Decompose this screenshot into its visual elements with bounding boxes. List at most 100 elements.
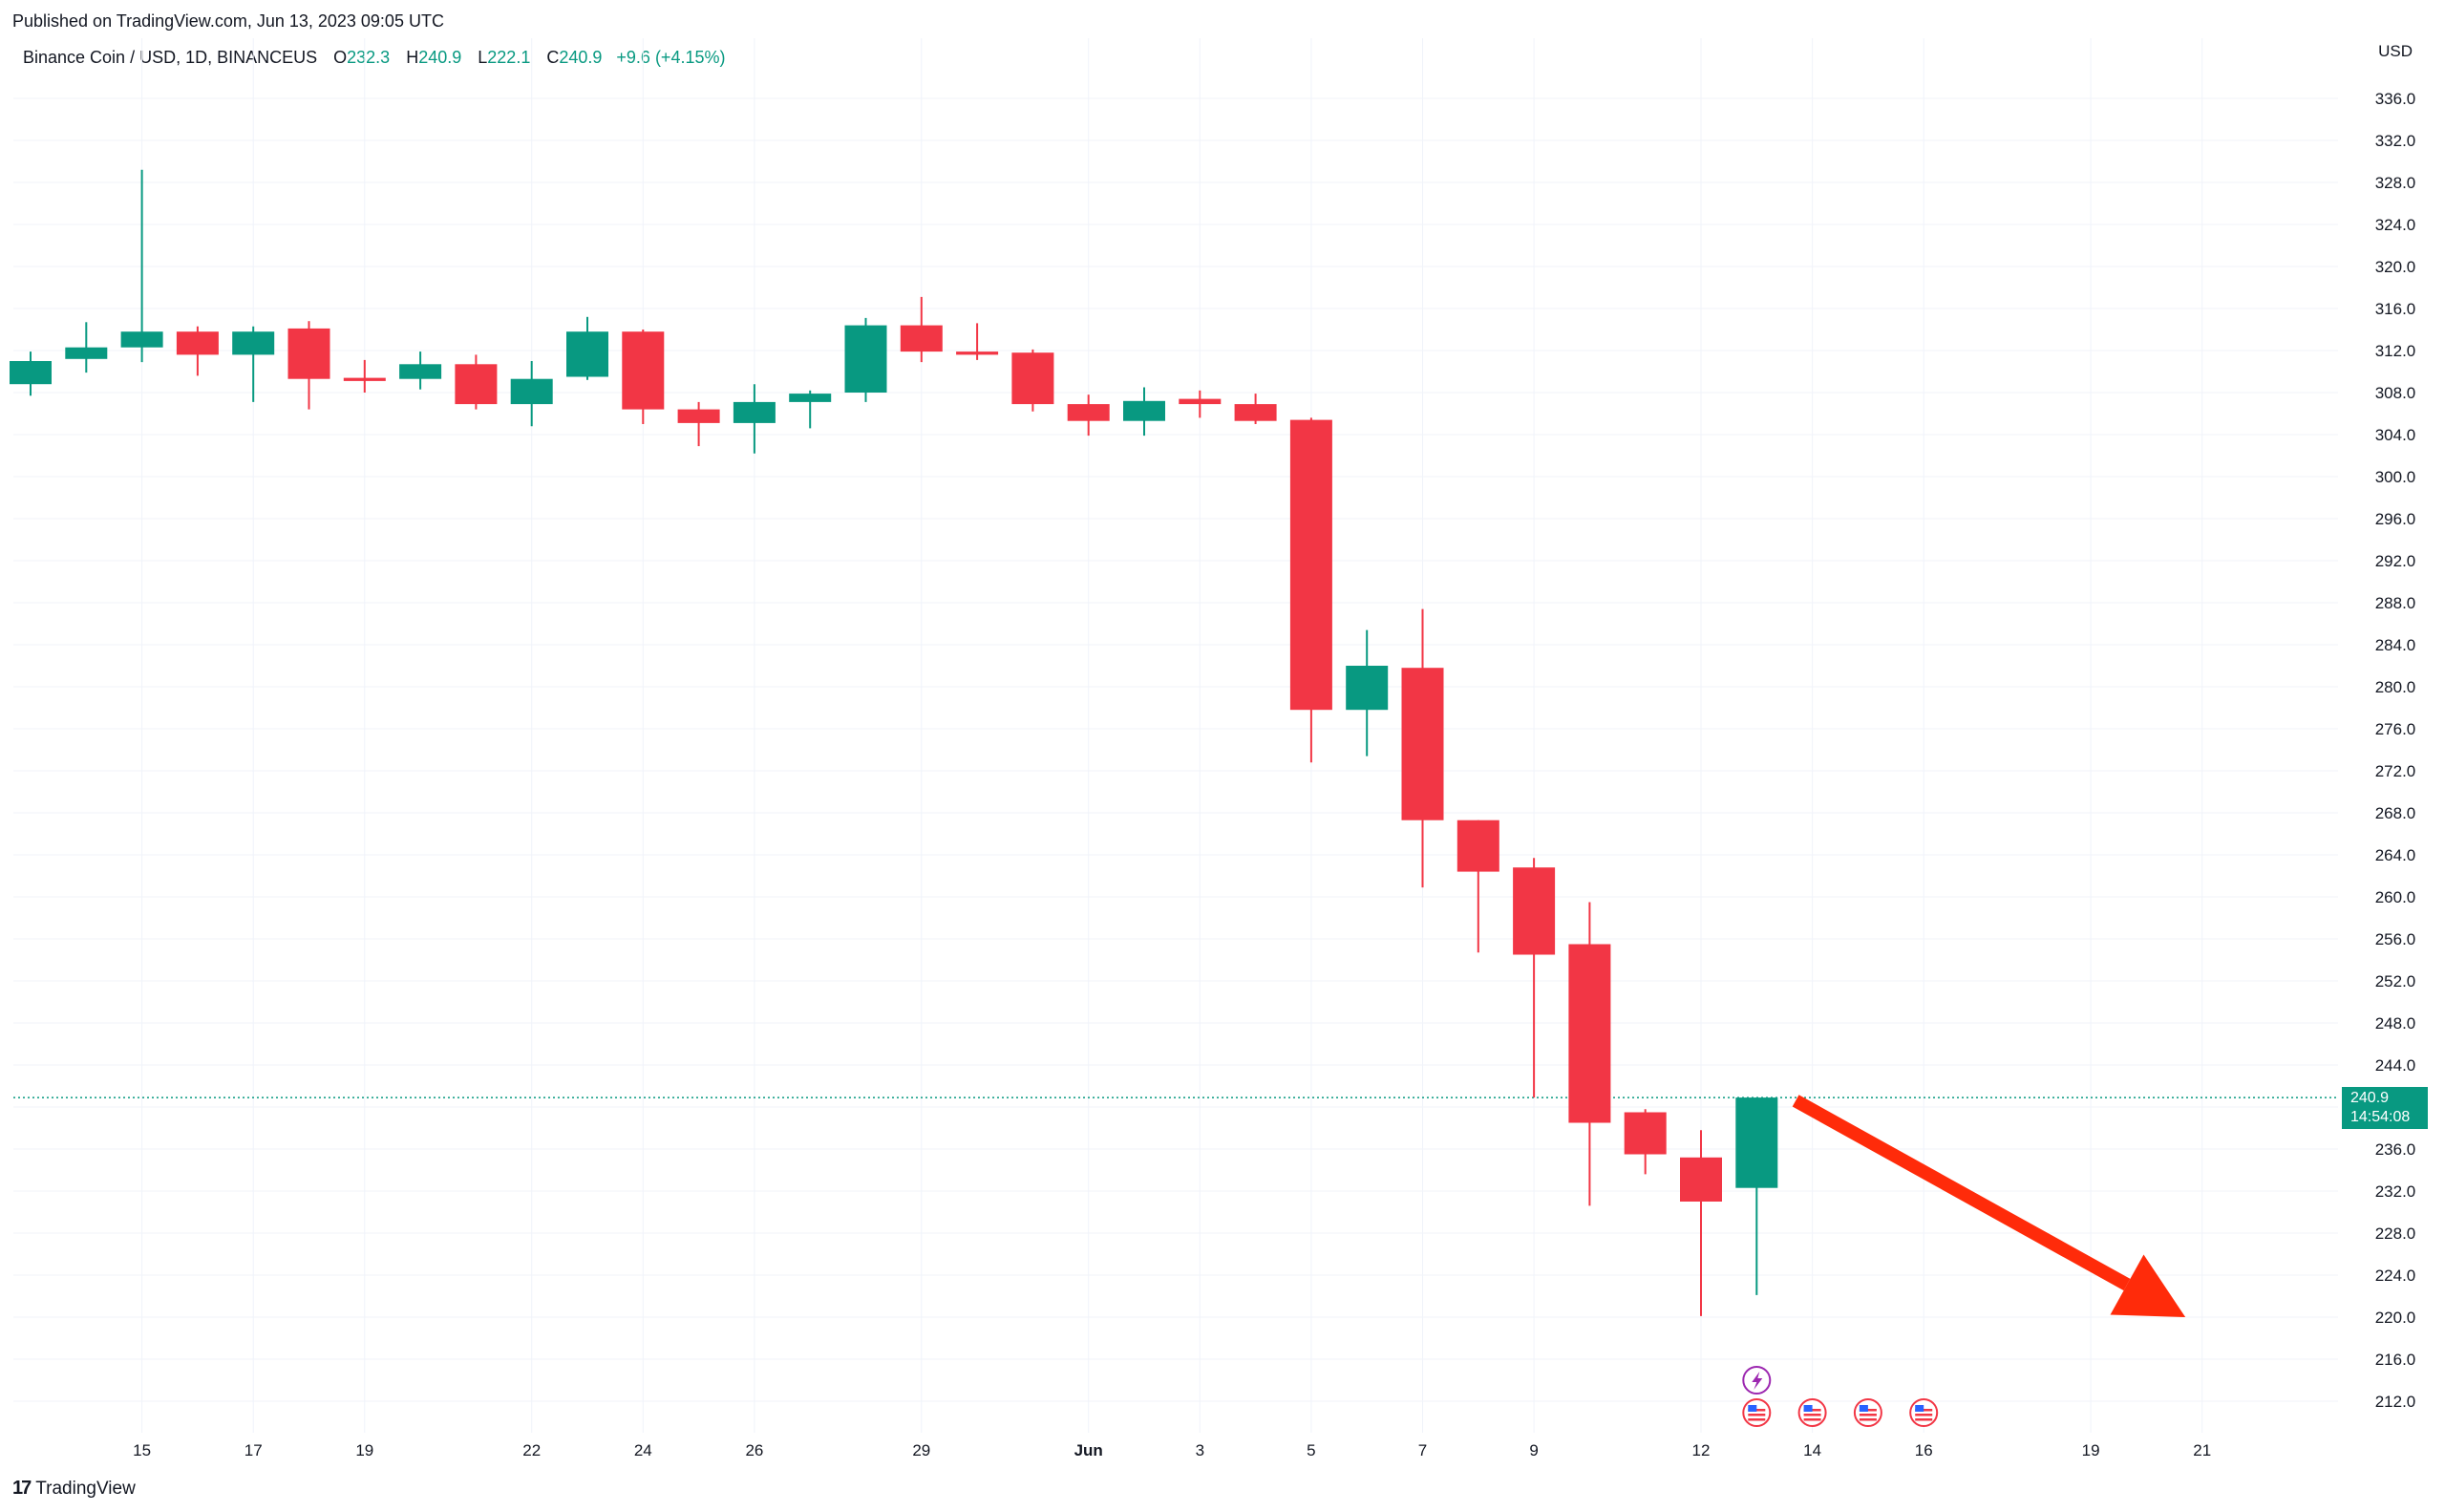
lightning-icon (1752, 1372, 1763, 1390)
event-ring (1909, 1398, 1939, 1427)
candle-body (1401, 668, 1444, 820)
time-tick-label: 15 (133, 1441, 151, 1459)
currency-label[interactable]: USD (2378, 42, 2413, 60)
price-tick-label: 236.0 (2375, 1140, 2416, 1159)
price-tick-label: 300.0 (2375, 468, 2416, 486)
candle (844, 317, 887, 402)
candle-body (1179, 398, 1222, 405)
time-tick-label: 9 (1529, 1441, 1538, 1459)
event-ring (1742, 1398, 1772, 1427)
symbol-legend: Binance Coin / USD, 1D, BINANCEUS O232.3… (23, 48, 725, 68)
down-arrow-annotation (1792, 1095, 2186, 1317)
candle (1680, 1130, 1722, 1316)
tradingview-logo-icon: 17 (12, 1478, 32, 1499)
tradingview-logo[interactable]: 17 TradingView (12, 1478, 136, 1500)
candle-body (510, 378, 553, 405)
open-label: O (333, 48, 348, 67)
time-tick-label: 21 (2193, 1441, 2211, 1459)
symbol-name[interactable]: Binance Coin / USD, 1D, BINANCEUS (23, 48, 318, 67)
candle-body (176, 331, 219, 355)
candle (10, 351, 52, 396)
candle (510, 361, 553, 427)
candle-body (1456, 820, 1499, 872)
price-tick-label: 212.0 (2375, 1393, 2416, 1411)
flag-canton (1803, 1405, 1813, 1412)
us-flag-event-icon (1909, 1398, 1939, 1427)
flag-stripe (1859, 1418, 1877, 1421)
candle-body (1123, 400, 1165, 421)
flag-stripe (1915, 1418, 1933, 1421)
price-tick-label: 332.0 (2375, 132, 2416, 150)
price-tick-label: 316.0 (2375, 300, 2416, 318)
price-tick-label: 312.0 (2375, 342, 2416, 360)
time-tick-label: 3 (1196, 1441, 1204, 1459)
candles (10, 169, 1778, 1316)
candle (343, 359, 386, 393)
price-tick-label: 220.0 (2375, 1309, 2416, 1327)
candle (789, 390, 832, 429)
candle-body (1624, 1112, 1667, 1155)
close-value: 240.9 (559, 48, 603, 67)
candle (1456, 820, 1499, 953)
candle-body (343, 377, 386, 381)
price-tick-label: 228.0 (2375, 1225, 2416, 1243)
candle (1123, 387, 1165, 437)
arrow-shaft (1792, 1095, 2131, 1291)
candle-body (287, 328, 330, 379)
candle (622, 330, 665, 424)
time-axis[interactable]: 15 17 19 22 24 26 29 Jun 3 5 7 9 12 14 16 19 21 (133, 1441, 2211, 1459)
price-tick-label: 320.0 (2375, 258, 2416, 276)
candle-body (844, 325, 887, 393)
price-tick-label: 232.0 (2375, 1182, 2416, 1201)
bar-countdown: 14:54:08 (2350, 1109, 2411, 1125)
candle (1624, 1109, 1667, 1175)
low-label: L (478, 48, 488, 67)
time-tick-label: 19 (2082, 1441, 2100, 1459)
candle-body (1568, 944, 1611, 1123)
time-tick-label: 7 (1418, 1441, 1427, 1459)
published-caption: Published on TradingView.com, Jun 13, 20… (12, 11, 444, 31)
candle (733, 384, 776, 454)
price-tick-label: 248.0 (2375, 1014, 2416, 1033)
candle-body (1289, 419, 1332, 711)
candle-body (120, 331, 163, 348)
price-tick-label: 264.0 (2375, 846, 2416, 864)
price-tick-label: 256.0 (2375, 930, 2416, 948)
candle-body (1234, 404, 1277, 421)
candle-body (455, 364, 498, 405)
candle (1289, 417, 1332, 763)
candle (232, 326, 275, 402)
price-axis[interactable]: 212.0216.0220.0224.0228.0232.0236.0240.0… (2375, 90, 2416, 1411)
event-markers (1742, 1366, 1939, 1427)
candle-body (65, 347, 108, 359)
candle (399, 351, 442, 390)
price-tick-label: 280.0 (2375, 678, 2416, 696)
candle (1513, 858, 1556, 1098)
tradingview-logo-text: TradingView (35, 1479, 136, 1499)
candle-body (10, 361, 52, 385)
time-tick-label: 12 (1692, 1441, 1711, 1459)
flag-stripe (1748, 1418, 1766, 1421)
flag-stripe (1915, 1414, 1933, 1416)
time-tick-label: 19 (355, 1441, 373, 1459)
candle (900, 296, 943, 363)
us-flag-event-icon (1742, 1398, 1772, 1427)
candle (1568, 902, 1611, 1206)
candle (1234, 394, 1277, 424)
price-tick-label: 292.0 (2375, 552, 2416, 570)
candle (956, 323, 999, 360)
candle (677, 401, 720, 447)
price-tick-label: 224.0 (2375, 1267, 2416, 1285)
price-tick-label: 284.0 (2375, 636, 2416, 654)
candle (1346, 629, 1389, 756)
candle (120, 169, 163, 363)
price-tick-label: 296.0 (2375, 510, 2416, 528)
time-tick-label: 29 (912, 1441, 930, 1459)
change-value: +9.6 (+4.15%) (616, 48, 726, 67)
current-price-value: 240.9 (2350, 1090, 2390, 1106)
candle (1401, 608, 1444, 888)
candle-body (733, 401, 776, 423)
candle (287, 321, 330, 410)
